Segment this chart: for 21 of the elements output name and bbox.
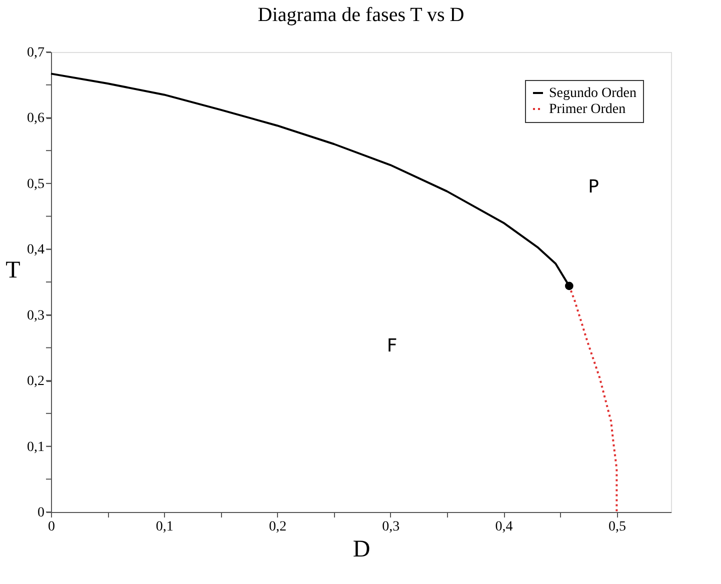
y-tick-label: 0,1 <box>27 440 44 455</box>
y-tick-label: 0,7 <box>27 46 44 60</box>
x-axis-title: D <box>352 536 370 562</box>
legend-label: Primer Orden <box>549 102 626 117</box>
legend-label: Segundo Orden <box>549 86 636 101</box>
annotation: P <box>588 176 600 198</box>
x-tick-label: 0,4 <box>495 520 513 534</box>
chart-title: Diagrama de fases T vs D <box>258 4 464 26</box>
x-tick-label: 0,3 <box>382 520 400 534</box>
x-tick-label: 0,1 <box>156 520 174 534</box>
annotation: F <box>386 335 398 356</box>
x-tick-label: 0,5 <box>608 520 626 534</box>
y-tick-label: 0,3 <box>27 308 44 324</box>
y-tick-label: 0,5 <box>27 176 44 192</box>
y-tick-label: 0,2 <box>27 374 44 390</box>
x-tick-label: 0,2 <box>269 520 287 534</box>
y-tick-label: 0 <box>38 506 44 520</box>
y-axis-title: T <box>6 258 21 284</box>
x-tick-label: 0 <box>48 520 55 534</box>
y-tick-label: 0,6 <box>27 111 44 126</box>
y-tick-label: 0,4 <box>27 242 44 258</box>
